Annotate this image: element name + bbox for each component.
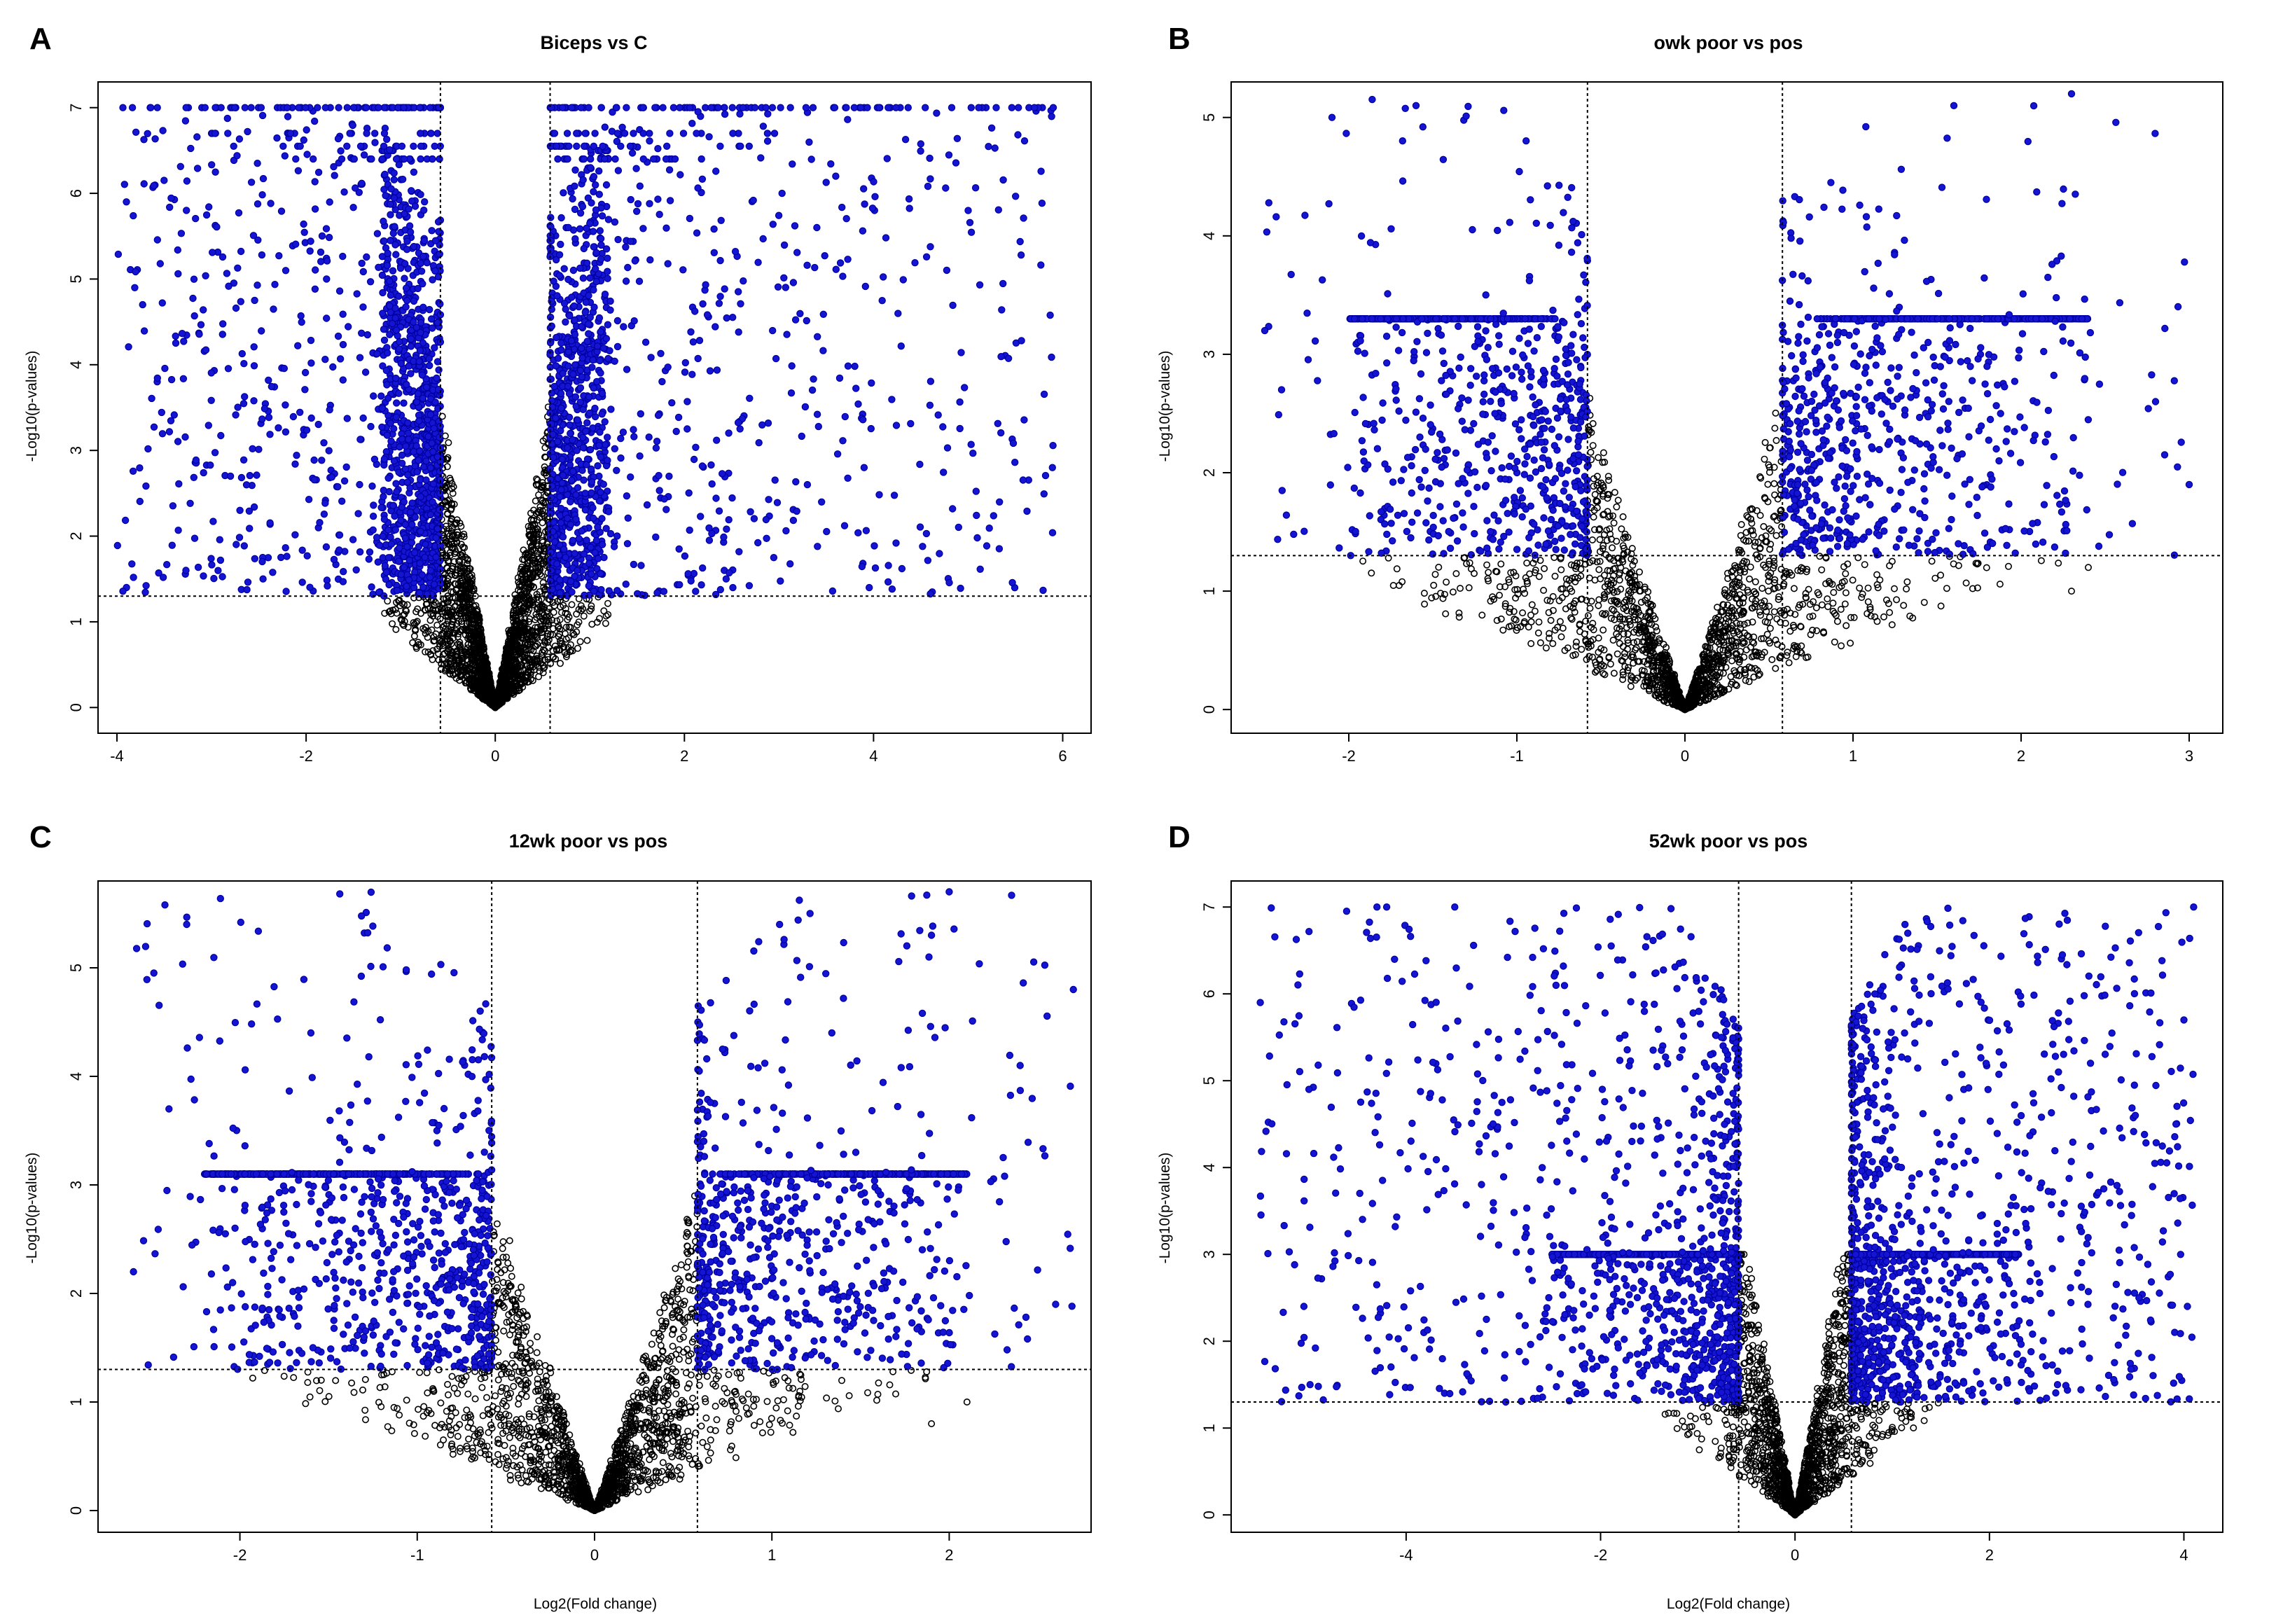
significant-point <box>585 331 592 337</box>
chart-title: Biceps vs C <box>540 32 647 53</box>
panel-letter: A <box>29 22 52 56</box>
significant-point <box>380 494 387 500</box>
significant-point <box>604 321 611 328</box>
significant-point <box>604 434 611 440</box>
figure-canvas: A Biceps vs C -4 -2 0 2 4 601234567 -Log10(p-… <box>0 0 2269 1624</box>
